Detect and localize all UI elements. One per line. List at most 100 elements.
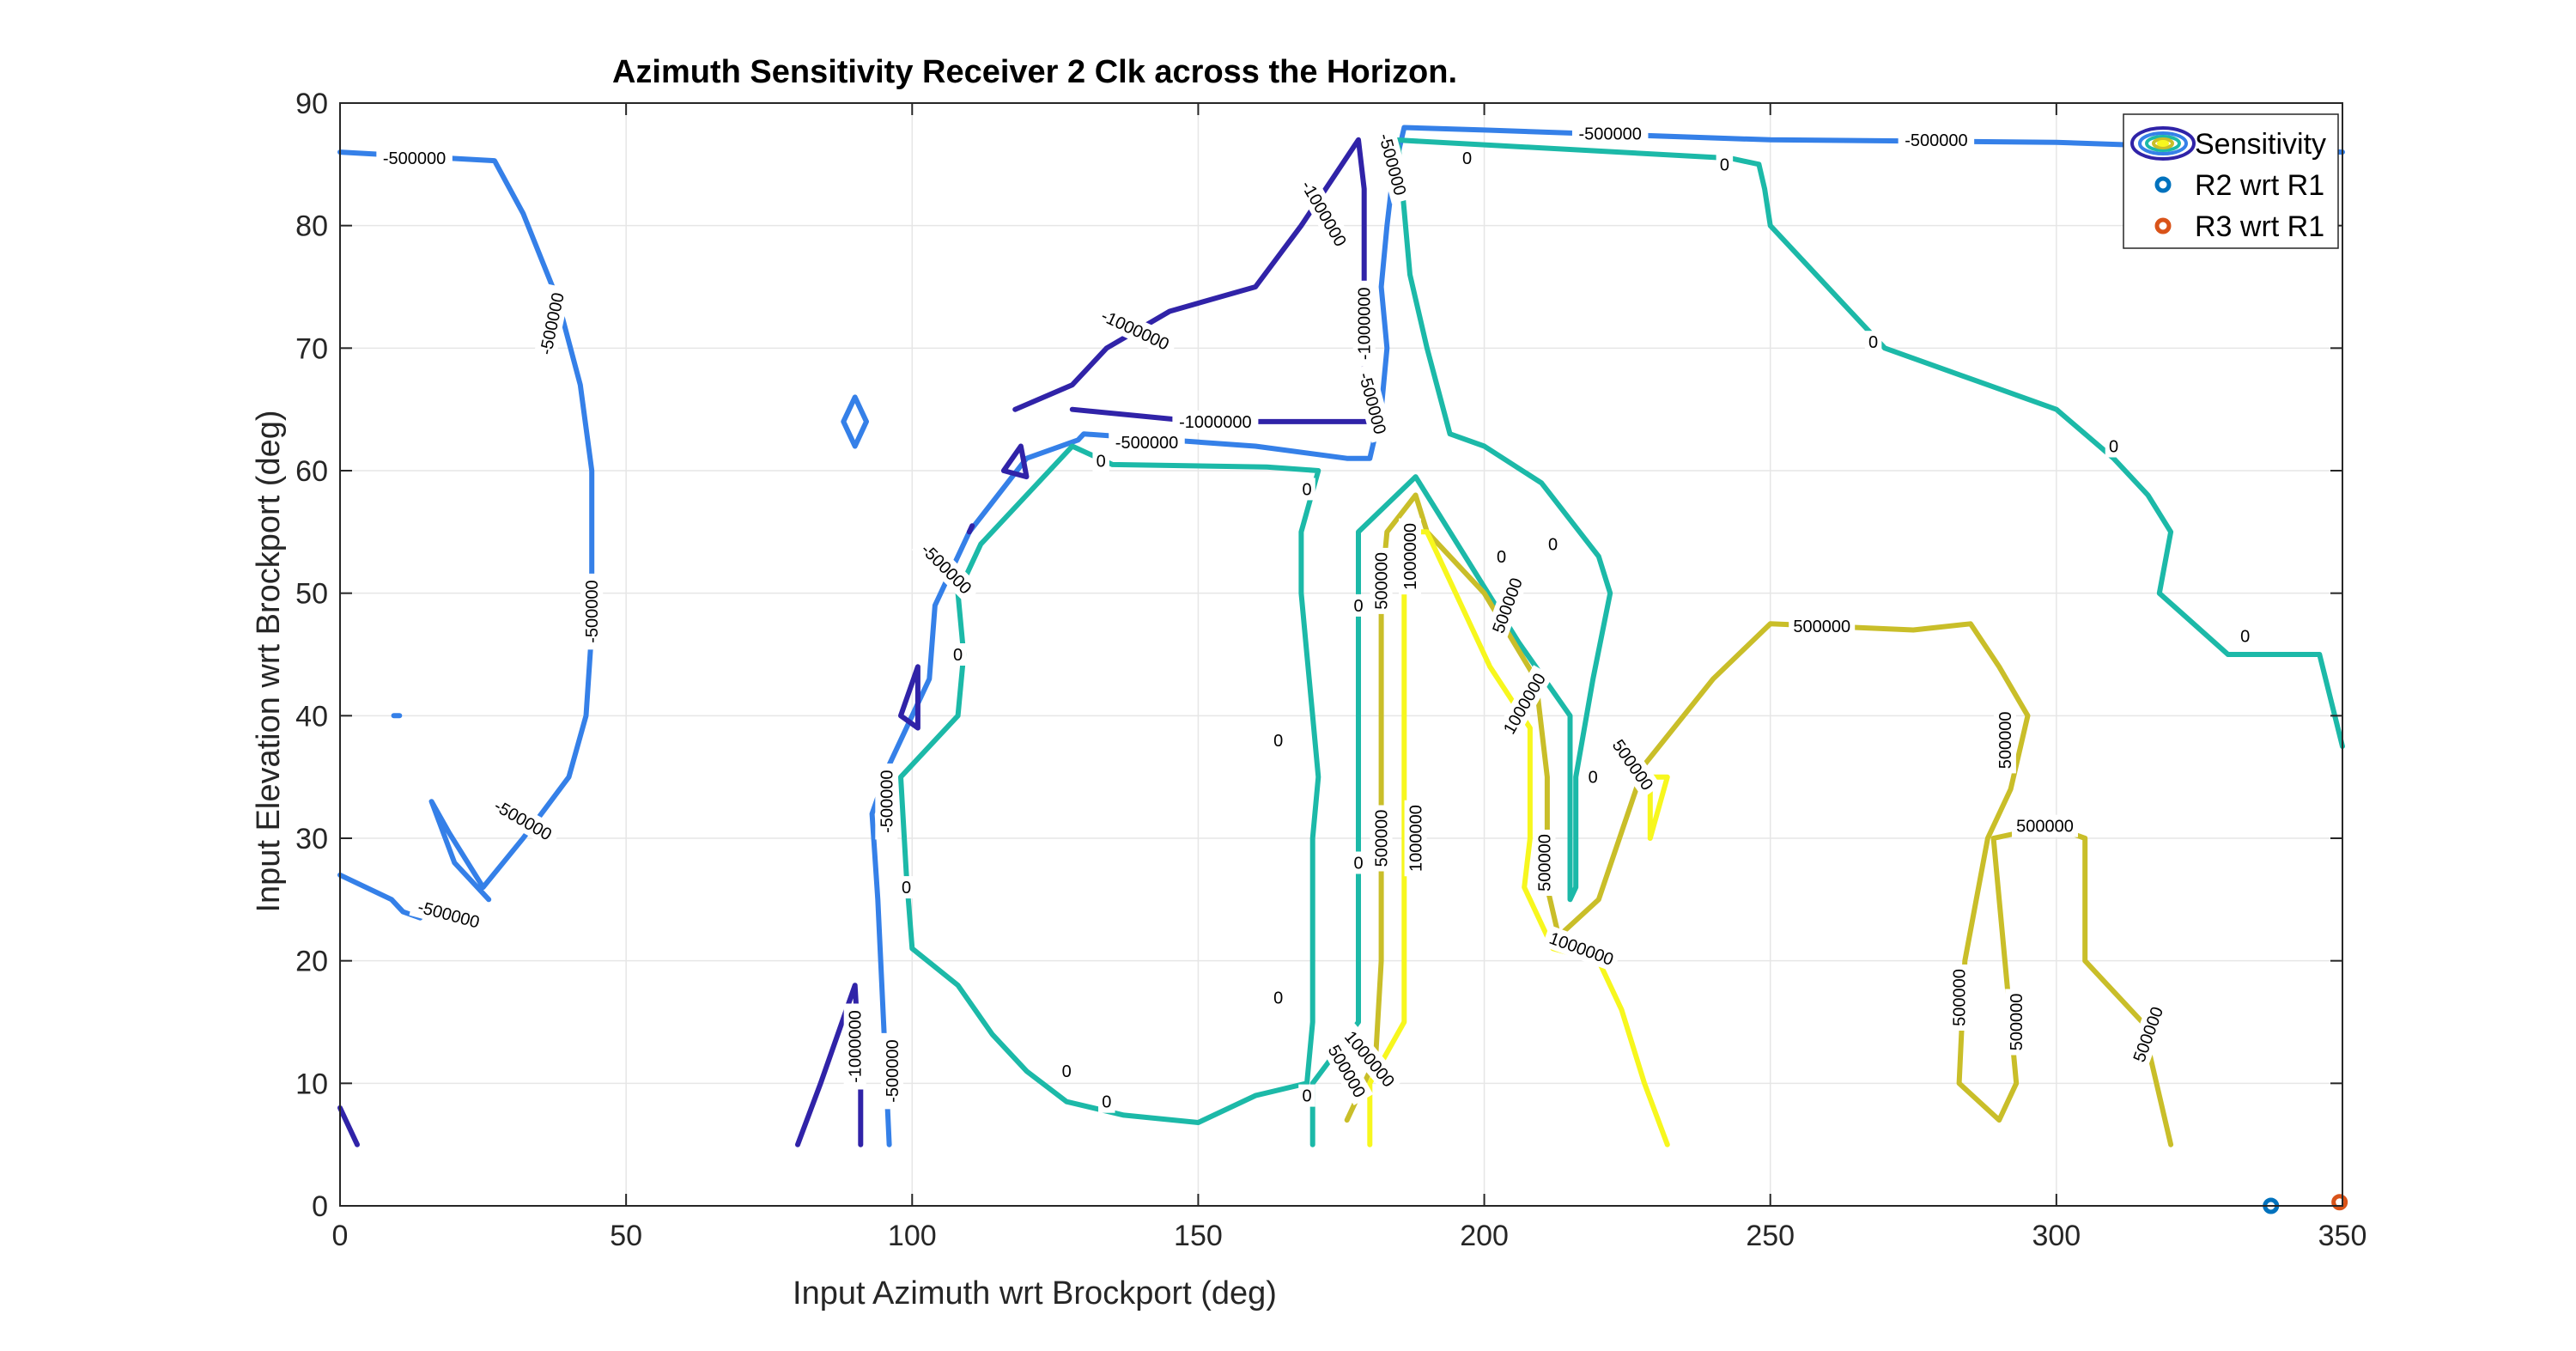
legend-label-sensitivity: Sensitivity [2195, 128, 2326, 161]
contour-label-background [843, 1003, 866, 1090]
legend-label-r2: R2 wrt R1 [2195, 169, 2324, 202]
contour-label-text: 0 [2240, 628, 2250, 647]
contour-label-text: -500000 [1115, 434, 1178, 453]
y-axis-ticks: 0 10 20 30 40 50 60 70 80 90 [295, 88, 2342, 1223]
contour-label-text: 0 [1462, 149, 1472, 168]
contour-label-background [1584, 765, 1601, 788]
contour-label-text: 0 [2109, 438, 2118, 457]
contour-label: 500000 [1533, 830, 1556, 896]
x-axis-label: Input Azimuth wrt Brockport (deg) [793, 1275, 1277, 1311]
contour-label-text: 500000 [1373, 810, 1392, 867]
contour-label-background [1091, 301, 1179, 358]
contour-label-background [1371, 125, 1414, 204]
contour-label-background [1269, 986, 1287, 1009]
contour-label-background [1716, 153, 1734, 176]
contour-label: 500000 [1993, 707, 2016, 774]
x-tick-label: 150 [1174, 1220, 1223, 1252]
contour-label-text: 0 [1302, 1087, 1311, 1106]
contour-label-background [1098, 1090, 1115, 1113]
contour-label-background [1789, 615, 1856, 638]
contour-line-level-neg1000000 [337, 1105, 360, 1147]
contour-line-level-0 [1384, 137, 2345, 749]
contour-label: -500000 [1571, 122, 1649, 145]
contour-label-background [1458, 147, 1476, 170]
contour-label: 0 [1098, 1090, 1115, 1113]
contour-label-background [1298, 478, 1315, 501]
contour-label-background [2105, 435, 2123, 458]
contour-label-text: -500000 [1578, 125, 1641, 144]
contour-label: 500000 [2005, 989, 2028, 1056]
contour-label: 0 [1269, 986, 1287, 1009]
contour-label: 500000 [1947, 965, 1971, 1031]
contour-label: 0 [1092, 449, 1109, 472]
contour-label-text: 0 [1589, 769, 1598, 788]
y-tick-label: 10 [295, 1068, 328, 1100]
contour-label-background [1092, 449, 1109, 472]
contour-label: 500000 [2012, 814, 2078, 837]
contour-label-background [1109, 431, 1185, 454]
contour-line-level-neg1000000 [966, 523, 975, 535]
contour-label: 1000000 [1399, 518, 1421, 595]
contour-label-background [409, 893, 489, 935]
y-tick-label: 0 [312, 1190, 328, 1223]
contour-label: 0 [897, 876, 915, 899]
contour-label-background [1495, 665, 1553, 742]
contour-line-level-neg1000000 [795, 983, 864, 1147]
contour-label-background [949, 643, 967, 666]
y-tick-label: 30 [295, 823, 328, 855]
legend-label-r3: R3 wrt R1 [2195, 210, 2324, 243]
contour-label-text: 0 [953, 646, 963, 665]
contour-label-background [1898, 128, 1975, 151]
contour-label-text: -500000 [383, 149, 446, 168]
contour-label-text: 0 [1102, 1093, 1111, 1112]
contour-label-text: -1000000 [1356, 288, 1375, 361]
contour-label: 0 [2236, 624, 2254, 648]
contour-label-background [2005, 989, 2028, 1056]
contour-label-background [911, 533, 981, 604]
contour-label-background [1172, 410, 1259, 433]
contour-label: 0 [1269, 728, 1287, 752]
contour-label-text: 500000 [1536, 834, 1555, 892]
legend: Sensitivity R2 wrt R1 R3 wrt R1 [2123, 113, 2339, 249]
contour-line-level-0 [1309, 143, 1613, 1147]
contour-line-level-0 [898, 443, 1321, 1125]
x-tick-label: 100 [888, 1220, 937, 1252]
legend-item-sensitivity: Sensitivity [2130, 126, 2326, 161]
contour-label-background [1336, 1022, 1403, 1096]
contour-label: 0 [1058, 1060, 1075, 1083]
y-tick-label: 70 [295, 332, 328, 365]
contour-label: 500000 [1370, 805, 1393, 872]
contour-label: -1000000 [1352, 280, 1376, 367]
contour-label-background [1533, 830, 1556, 896]
contour-label-background [1350, 593, 1367, 617]
contour-label-background [1352, 363, 1394, 443]
contour-label-background [1492, 545, 1510, 568]
contour-line-level-neg500000 [337, 149, 595, 903]
contour-label: 0 [1350, 593, 1367, 617]
contour-label-background [1321, 1037, 1374, 1105]
chart-title: Azimuth Sensitivity Receiver 2 Clk acros… [612, 54, 1457, 90]
contour-label-background [897, 876, 915, 899]
contour-label-text: 0 [1720, 155, 1729, 174]
r3-marker-icon [2154, 217, 2172, 234]
y-tick-label: 40 [295, 700, 328, 733]
contour-line-level-500000 [1344, 492, 2174, 1147]
contour-label-background [1485, 570, 1529, 641]
x-tick-label: 200 [1460, 1220, 1509, 1252]
contour-label-text: -500000 [884, 1039, 902, 1102]
contour-label-background [484, 791, 562, 849]
legend-item-r3: R3 wrt R1 [2154, 210, 2324, 243]
contour-label-text: 500000 [2016, 818, 2074, 837]
contour-label-background [2126, 999, 2170, 1069]
contour-label: 0 [1584, 765, 1601, 788]
contour-label-text: 500000 [1793, 618, 1850, 636]
contour-label-background [1947, 965, 1971, 1031]
contour-label-text: 500000 [1996, 712, 2015, 770]
contour-label-background [1292, 170, 1356, 257]
contour-label: 0 [1544, 532, 1562, 556]
contour-label: -500000 [580, 573, 604, 650]
y-tick-label: 20 [295, 946, 328, 978]
contour-label-text: -500000 [583, 580, 602, 642]
contour-label: -500000 [875, 763, 898, 840]
